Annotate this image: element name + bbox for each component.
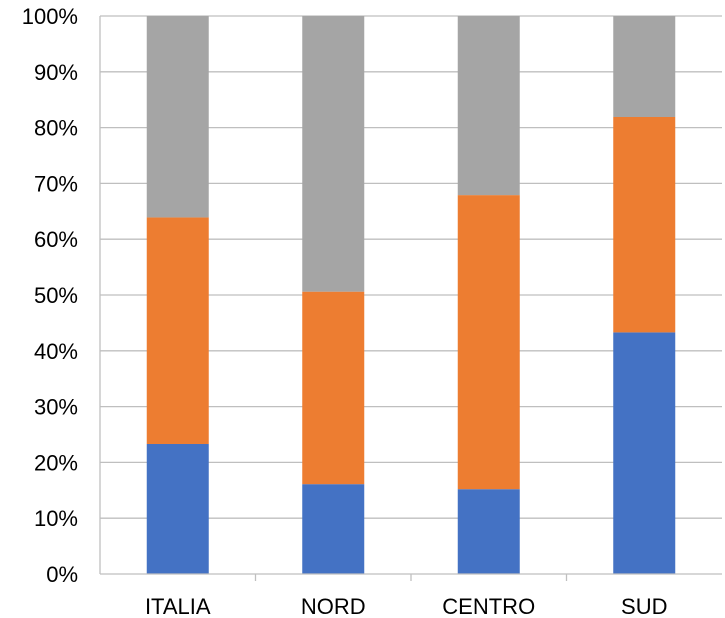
y-tick-label: 20%	[34, 450, 78, 475]
y-tick-label: 50%	[34, 283, 78, 308]
bar-segment-1	[302, 484, 365, 574]
y-tick-label: 0%	[46, 562, 78, 587]
x-category-label: SUD	[621, 594, 667, 618]
y-tick-label: 90%	[34, 60, 78, 85]
y-tick-label: 70%	[34, 171, 78, 196]
bar-segment-2	[457, 195, 520, 490]
labels: 0% 10% 20% 30% 40% 50% 60% 70% 80% 90% 100% ITALIA N…	[22, 4, 668, 618]
y-tick-label: 30%	[34, 395, 78, 420]
bar-segment-3	[146, 16, 209, 218]
y-tick-label: 100%	[22, 4, 78, 29]
axes	[99, 16, 722, 581]
bar-segment-1	[457, 489, 520, 574]
bars	[146, 16, 676, 574]
bar-segment-2	[613, 116, 676, 333]
bar-segment-3	[457, 16, 520, 196]
bar-segment-3	[302, 16, 365, 292]
bar-segment-2	[302, 291, 365, 485]
bar-segment-1	[613, 332, 676, 574]
bar-segment-2	[146, 217, 209, 444]
x-category-label: ITALIA	[145, 594, 211, 618]
x-category-label: NORD	[301, 594, 366, 618]
x-category-label: CENTRO	[442, 594, 535, 618]
y-tick-label: 80%	[34, 116, 78, 141]
y-tick-label: 40%	[34, 339, 78, 364]
bar-segment-3	[613, 16, 676, 117]
bar-segment-1	[146, 443, 209, 574]
y-tick-label: 10%	[34, 506, 78, 531]
y-tick-label: 60%	[34, 227, 78, 252]
